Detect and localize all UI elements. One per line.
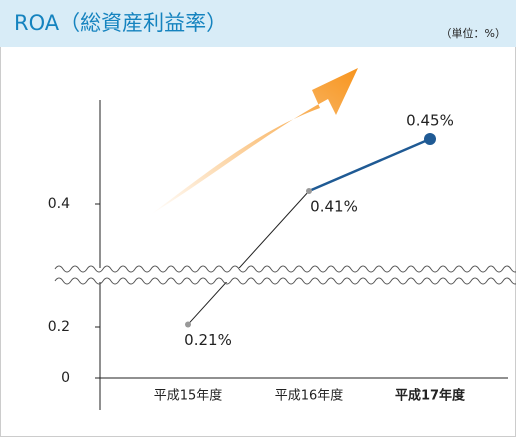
x-tick-label: 平成15年度 — [154, 388, 223, 404]
unit-label: （単位：%） — [441, 26, 506, 40]
x-tick-label: 平成16年度 — [275, 388, 344, 404]
x-tick-label: 平成17年度 — [395, 388, 466, 404]
point — [185, 321, 191, 327]
frame — [1, 1, 516, 437]
y-tick-label: 0.4 — [48, 196, 70, 212]
chart: ROA（総資産利益率） （単位：%） 0 0.2 0.4 平成15年度 平成16年度 平成… — [0, 0, 516, 437]
value-label: 0.41% — [310, 198, 358, 216]
y-tick-label: 0 — [61, 370, 70, 386]
point — [424, 133, 436, 145]
value-label: 0.21% — [184, 331, 232, 349]
point — [306, 188, 312, 194]
value-label: 0.45% — [406, 112, 454, 130]
chart-title: ROA（総資産利益率） — [14, 11, 227, 35]
break-gap — [55, 268, 510, 282]
y-tick-label: 0.2 — [48, 319, 70, 335]
